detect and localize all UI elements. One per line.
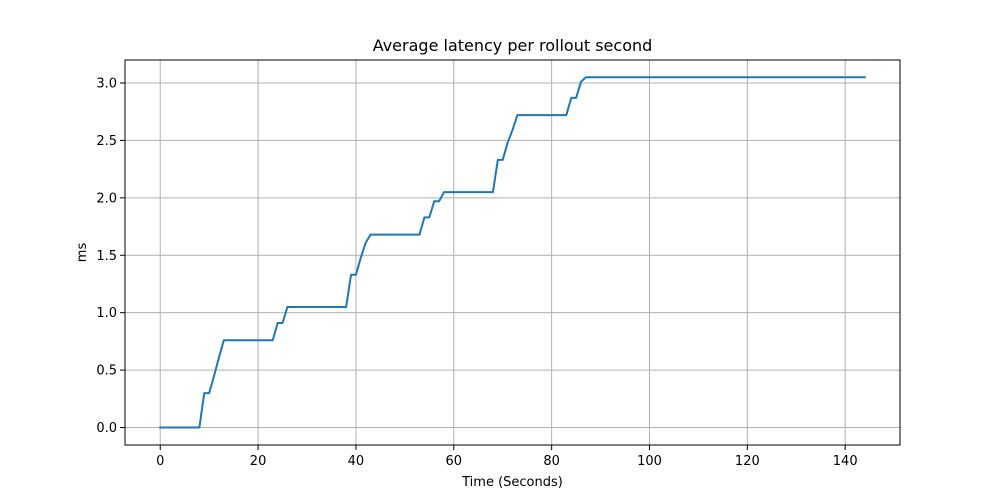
data-line-layer	[159, 76, 866, 429]
y-tick-label: 0.0	[96, 421, 117, 436]
chart-title: Average latency per rollout second	[373, 36, 653, 55]
x-axis-label: Time (Seconds)	[461, 475, 563, 490]
x-tick-label: 120	[735, 454, 760, 469]
y-tick-label: 3.0	[96, 76, 117, 91]
x-tick-label: 80	[543, 454, 560, 469]
latency-series-line	[159, 76, 866, 429]
y-tick-label: 0.5	[96, 364, 117, 379]
y-tick-label: 2.0	[96, 191, 117, 206]
axis-ticks: 0 20 40 60 80 100 120 140 0.0 0.5 1.0 1.5 2.0 2.5 3.0	[96, 76, 857, 469]
x-tick-label: 20	[250, 454, 267, 469]
y-tick-label: 1.5	[96, 249, 117, 264]
x-tick-label: 100	[637, 454, 662, 469]
plot-frame	[124, 59, 901, 446]
x-tick-label: 40	[348, 454, 365, 469]
x-tick-label: 0	[156, 454, 164, 469]
grid	[125, 60, 900, 445]
x-tick-label: 140	[833, 454, 858, 469]
y-tick-label: 1.0	[96, 306, 117, 321]
x-tick-label: 60	[446, 454, 463, 469]
y-axis-label: ms	[75, 243, 90, 263]
y-tick-label: 2.5	[96, 134, 117, 149]
